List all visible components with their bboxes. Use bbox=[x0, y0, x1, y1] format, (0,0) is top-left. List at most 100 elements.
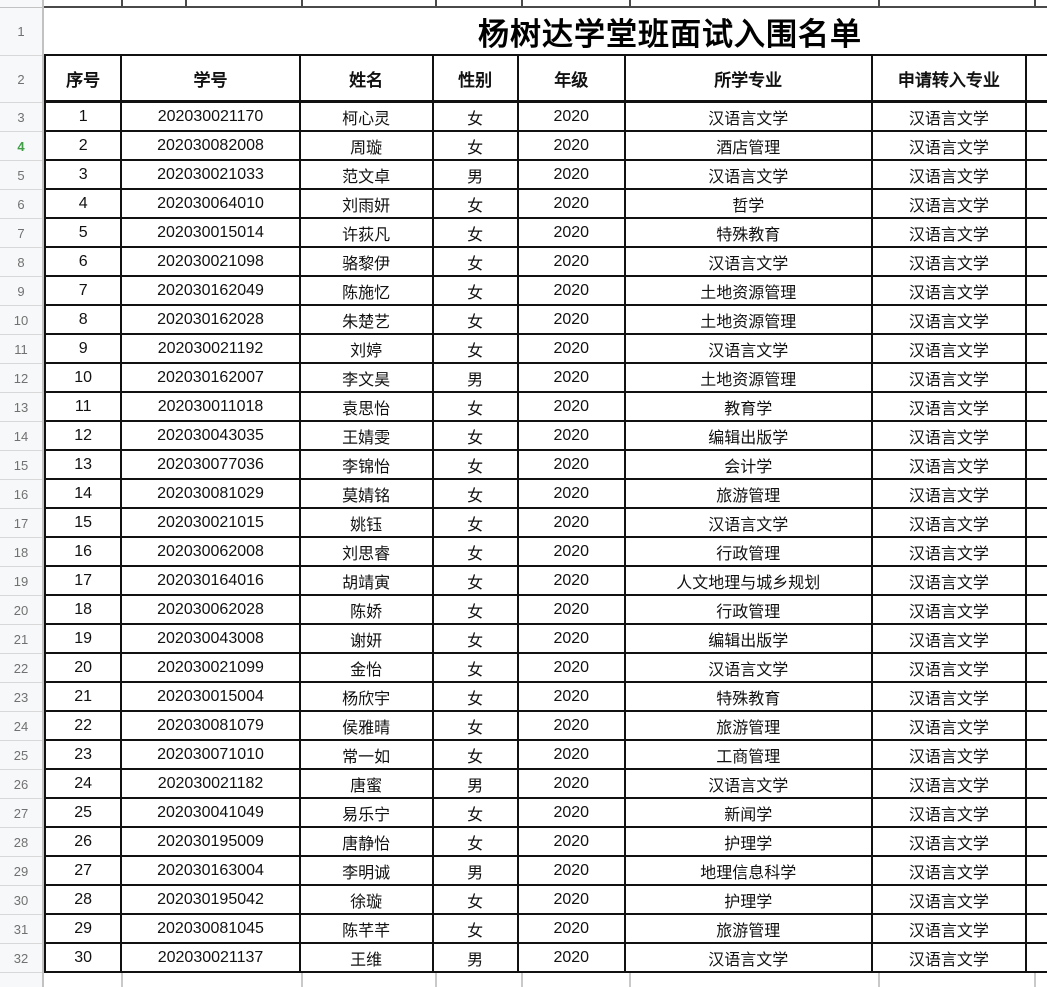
cell[interactable]: 汉语言文学 bbox=[873, 770, 1028, 799]
cell[interactable]: 汉语言文学 bbox=[873, 799, 1028, 828]
row-header[interactable]: 29 bbox=[0, 857, 42, 886]
cell[interactable]: 编辑出版学 bbox=[626, 422, 873, 451]
cell[interactable]: 202030015004 bbox=[122, 683, 300, 712]
cell[interactable]: 汉语言文学 bbox=[873, 161, 1028, 190]
cell[interactable]: 土地资源管理 bbox=[626, 306, 873, 335]
cell[interactable]: 汉语言文学 bbox=[626, 335, 873, 364]
cell[interactable]: 女 bbox=[434, 132, 519, 161]
cell[interactable]: 汉语言文学 bbox=[873, 538, 1028, 567]
cell[interactable]: 女 bbox=[434, 886, 519, 915]
cell[interactable]: 2020 bbox=[519, 422, 626, 451]
row-header[interactable]: 11 bbox=[0, 335, 42, 364]
cell[interactable]: 杨欣宇 bbox=[301, 683, 434, 712]
cell[interactable]: 2020 bbox=[519, 277, 626, 306]
cell[interactable]: 202030081029 bbox=[122, 480, 300, 509]
row-header[interactable]: 3 bbox=[0, 103, 42, 132]
cell[interactable]: 202030071010 bbox=[122, 741, 300, 770]
row-header[interactable]: 6 bbox=[0, 190, 42, 219]
cell[interactable]: 姚钰 bbox=[301, 509, 434, 538]
cell[interactable]: 2020 bbox=[519, 451, 626, 480]
cell[interactable]: 陈娇 bbox=[301, 596, 434, 625]
cell[interactable]: 工商管理 bbox=[626, 741, 873, 770]
cell[interactable]: 28 bbox=[44, 886, 122, 915]
cell[interactable]: 女 bbox=[434, 480, 519, 509]
cell[interactable]: 汉语言文学 bbox=[626, 509, 873, 538]
row-header[interactable]: 25 bbox=[0, 741, 42, 770]
cell[interactable]: 范文卓 bbox=[301, 161, 434, 190]
cell[interactable]: 骆黎伊 bbox=[301, 248, 434, 277]
cell[interactable]: 李明诚 bbox=[301, 857, 434, 886]
cell[interactable]: 汉语言文学 bbox=[626, 248, 873, 277]
row-header[interactable]: 5 bbox=[0, 161, 42, 190]
cell[interactable]: 地理信息科学 bbox=[626, 857, 873, 886]
cell[interactable]: 2020 bbox=[519, 132, 626, 161]
row-header[interactable]: 32 bbox=[0, 944, 42, 973]
row-header[interactable]: 18 bbox=[0, 538, 42, 567]
row-header[interactable]: 31 bbox=[0, 915, 42, 944]
cell[interactable]: 汉语言文学 bbox=[873, 335, 1028, 364]
empty-cell[interactable] bbox=[1027, 364, 1047, 393]
cell[interactable]: 酒店管理 bbox=[626, 132, 873, 161]
empty-cell[interactable] bbox=[1027, 277, 1047, 306]
cell[interactable]: 5 bbox=[44, 219, 122, 248]
row-header[interactable]: 16 bbox=[0, 480, 42, 509]
row-header[interactable]: 20 bbox=[0, 596, 42, 625]
empty-cell[interactable] bbox=[1027, 480, 1047, 509]
title-merged-cell[interactable]: 杨树达学堂班面试入围名单 bbox=[44, 8, 1047, 56]
cell[interactable]: 2020 bbox=[519, 306, 626, 335]
row-header[interactable]: 23 bbox=[0, 683, 42, 712]
cell[interactable]: 汉语言文学 bbox=[873, 103, 1028, 132]
cell[interactable]: 汉语言文学 bbox=[873, 451, 1028, 480]
cell[interactable]: 汉语言文学 bbox=[873, 654, 1028, 683]
cell[interactable]: 陈施忆 bbox=[301, 277, 434, 306]
cell[interactable]: 202030162028 bbox=[122, 306, 300, 335]
cell[interactable]: 2020 bbox=[519, 683, 626, 712]
cell[interactable]: 202030162049 bbox=[122, 277, 300, 306]
cell[interactable]: 29 bbox=[44, 915, 122, 944]
cell[interactable]: 202030064010 bbox=[122, 190, 300, 219]
cell[interactable]: 2020 bbox=[519, 741, 626, 770]
cell[interactable]: 行政管理 bbox=[626, 538, 873, 567]
cell[interactable]: 女 bbox=[434, 828, 519, 857]
cell[interactable]: 李锦怡 bbox=[301, 451, 434, 480]
cell[interactable]: 女 bbox=[434, 190, 519, 219]
cell[interactable]: 2 bbox=[44, 132, 122, 161]
column-header-cell[interactable]: 序号 bbox=[44, 56, 122, 103]
cell[interactable]: 女 bbox=[434, 567, 519, 596]
cell[interactable]: 22 bbox=[44, 712, 122, 741]
cell[interactable]: 1 bbox=[44, 103, 122, 132]
cell[interactable]: 女 bbox=[434, 103, 519, 132]
empty-cell[interactable] bbox=[1027, 625, 1047, 654]
cell[interactable]: 3 bbox=[44, 161, 122, 190]
cell[interactable]: 女 bbox=[434, 451, 519, 480]
cell[interactable]: 编辑出版学 bbox=[626, 625, 873, 654]
empty-cell[interactable] bbox=[1027, 828, 1047, 857]
column-header-cell[interactable]: 申请转入专业 bbox=[873, 56, 1028, 103]
cell[interactable]: 汉语言文学 bbox=[873, 132, 1028, 161]
cell[interactable]: 女 bbox=[434, 538, 519, 567]
cell[interactable]: 汉语言文学 bbox=[626, 944, 873, 973]
cell[interactable]: 汉语言文学 bbox=[873, 741, 1028, 770]
cell[interactable]: 女 bbox=[434, 596, 519, 625]
cell[interactable]: 汉语言文学 bbox=[873, 915, 1028, 944]
cell[interactable]: 2020 bbox=[519, 567, 626, 596]
row-header[interactable]: 1 bbox=[0, 8, 42, 56]
row-header[interactable]: 4 bbox=[0, 132, 42, 161]
row-header[interactable]: 8 bbox=[0, 248, 42, 277]
row-header[interactable]: 28 bbox=[0, 828, 42, 857]
cell[interactable]: 202030021170 bbox=[122, 103, 300, 132]
cell[interactable]: 女 bbox=[434, 509, 519, 538]
cell[interactable]: 20 bbox=[44, 654, 122, 683]
cell[interactable]: 202030043035 bbox=[122, 422, 300, 451]
column-header-cell[interactable]: 姓名 bbox=[301, 56, 434, 103]
cell[interactable]: 旅游管理 bbox=[626, 915, 873, 944]
empty-cell[interactable] bbox=[1027, 683, 1047, 712]
empty-cell[interactable] bbox=[1027, 944, 1047, 973]
cell[interactable]: 陈芊芊 bbox=[301, 915, 434, 944]
cell[interactable]: 汉语言文学 bbox=[873, 567, 1028, 596]
cell[interactable]: 202030021182 bbox=[122, 770, 300, 799]
cell[interactable]: 4 bbox=[44, 190, 122, 219]
cell[interactable]: 汉语言文学 bbox=[873, 248, 1028, 277]
empty-cell[interactable] bbox=[1027, 132, 1047, 161]
cell[interactable]: 汉语言文学 bbox=[873, 886, 1028, 915]
